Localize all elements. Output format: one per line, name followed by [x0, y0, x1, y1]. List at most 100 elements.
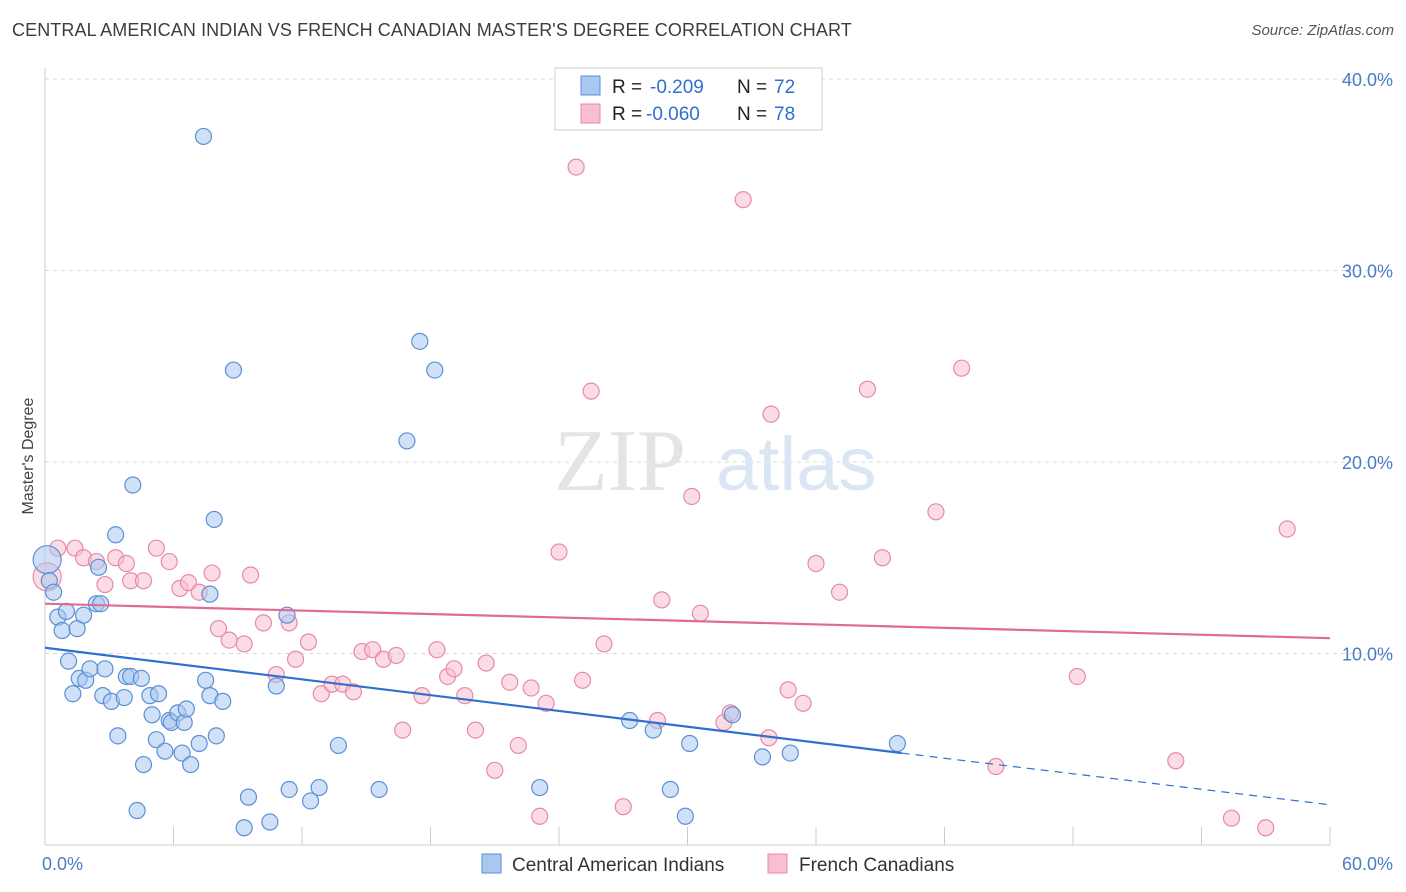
legend-n-value-pink: 78	[774, 104, 795, 125]
point-pink-32	[387, 646, 405, 665]
legend-r-label-pink: R =	[612, 104, 642, 125]
trend-extension-blue	[901, 752, 1331, 806]
point-pink-68	[927, 503, 945, 521]
point-pink-7	[117, 554, 135, 573]
point-blue-39	[182, 755, 200, 774]
point-blue-17	[96, 660, 114, 678]
point-blue-4	[53, 621, 71, 640]
point-pink-39	[466, 721, 485, 739]
point-blue-66	[676, 807, 694, 825]
point-blue-27	[134, 755, 153, 774]
trend-line-blue	[44, 646, 902, 755]
point-pink-56	[691, 604, 709, 622]
point-pink-61	[762, 405, 780, 423]
point-blue-6	[59, 652, 78, 670]
point-pink-13	[179, 574, 198, 592]
y-tick-label-2: 30.0%	[1342, 262, 1393, 282]
point-pink-35	[428, 641, 446, 659]
point-blue-68	[723, 706, 742, 724]
point-blue-20	[109, 727, 127, 745]
stats-legend: R = -0.209 N = 72 R = -0.060 N = 78	[554, 67, 823, 131]
legend-swatch-pink	[580, 103, 601, 124]
point-blue-70	[781, 744, 799, 762]
legend-n-label-pink: N =	[737, 104, 767, 125]
point-pink-66	[858, 380, 877, 398]
point-pink-72	[1167, 752, 1185, 770]
point-blue-52	[267, 677, 285, 695]
point-pink-41	[486, 761, 504, 779]
legend-r-value-blue: -0.209	[650, 77, 704, 98]
y-tick-labels: 10.0% 20.0% 30.0% 40.0%	[1342, 70, 1393, 665]
point-pink-19	[242, 566, 260, 584]
point-pink-25	[312, 685, 330, 703]
point-pink-42	[501, 673, 519, 691]
point-blue-25	[128, 801, 146, 820]
point-pink-17	[220, 631, 238, 649]
point-blue-71	[888, 734, 906, 753]
series-legend: Central American Indians French Canadian…	[481, 853, 954, 876]
point-blue-51	[261, 813, 279, 831]
point-blue-26	[132, 669, 150, 687]
legend-n-label-blue: N =	[737, 77, 767, 98]
point-blue-41	[197, 671, 215, 689]
legend-label-french-canadians: French Canadians	[799, 855, 954, 876]
x-tick-label-0: 0.0%	[42, 854, 83, 874]
point-pink-73	[1222, 809, 1241, 827]
point-blue-64	[644, 721, 662, 739]
point-pink-65	[830, 583, 849, 601]
point-pink-46	[537, 694, 555, 712]
point-blue-69	[753, 748, 772, 766]
point-pink-71	[1068, 667, 1086, 686]
series-central-american-indians	[32, 127, 906, 837]
point-blue-55	[301, 792, 320, 810]
legend-r-value-pink: -0.060	[646, 104, 700, 125]
point-pink-38	[456, 687, 474, 705]
point-pink-48	[567, 158, 585, 176]
point-pink-33	[394, 721, 412, 739]
point-blue-48	[224, 361, 243, 379]
point-pink-30	[364, 641, 382, 659]
point-blue-32	[156, 742, 174, 760]
point-pink-75	[1278, 520, 1296, 538]
point-blue-54	[280, 780, 298, 799]
point-pink-59	[734, 191, 752, 209]
watermark-atlas: atlas	[716, 422, 877, 507]
point-blue-44	[214, 692, 232, 710]
legend-r-label-blue: R =	[612, 77, 642, 98]
point-blue-60	[398, 432, 416, 450]
y-axis-title: Master's Degree	[20, 397, 37, 514]
point-pink-11	[160, 552, 178, 571]
point-pink-74	[1257, 819, 1275, 837]
point-blue-50	[239, 788, 258, 806]
point-blue-46	[201, 585, 219, 603]
point-blue-2	[44, 583, 63, 601]
point-pink-54	[653, 591, 671, 609]
point-blue-40	[190, 734, 208, 753]
x-tick-labels: 0.0% 60.0%	[42, 854, 1393, 874]
point-blue-7	[64, 685, 82, 703]
point-blue-65	[661, 780, 679, 799]
trend-lines	[44, 602, 1331, 806]
point-blue-15	[92, 595, 110, 613]
point-pink-64	[807, 554, 825, 573]
point-blue-14	[89, 558, 108, 576]
point-pink-44	[522, 679, 540, 697]
point-blue-29	[143, 706, 161, 724]
point-pink-18	[235, 635, 253, 653]
point-blue-57	[329, 736, 348, 755]
chart-title: CENTRAL AMERICAN INDIAN VS FRENCH CANADI…	[12, 20, 852, 40]
point-pink-24	[299, 633, 318, 651]
point-pink-10	[147, 539, 165, 557]
axes	[44, 68, 1331, 846]
point-blue-12	[81, 660, 99, 678]
point-pink-49	[573, 671, 592, 689]
point-blue-61	[426, 361, 444, 379]
point-blue-58	[370, 780, 388, 799]
point-blue-19	[107, 526, 125, 544]
point-pink-52	[614, 798, 632, 816]
point-pink-70	[987, 757, 1005, 776]
point-blue-24	[124, 476, 142, 494]
point-pink-9	[134, 572, 153, 590]
point-pink-50	[582, 382, 600, 400]
legend-swatch-french-canadians	[767, 853, 788, 874]
